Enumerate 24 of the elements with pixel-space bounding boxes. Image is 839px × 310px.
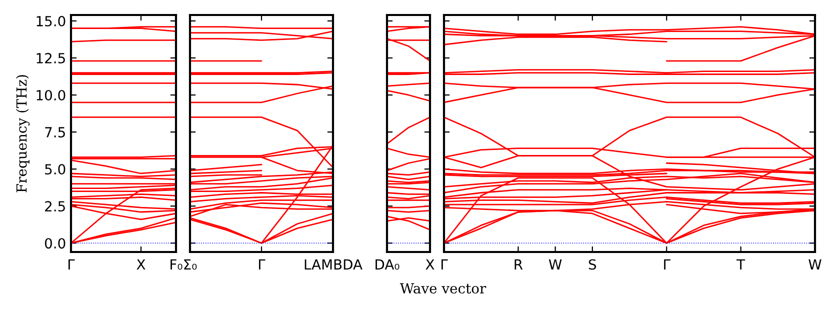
x-tick-label: S (588, 259, 596, 270)
x-tick-label: R (514, 259, 523, 270)
y-axis-title: Frequency (THz) (16, 75, 30, 192)
y-tick-label: 15.0 (36, 16, 66, 26)
x-tick-label: T (736, 259, 746, 270)
x-tick-label: Γ (258, 259, 266, 270)
y-tick-label: 12.5 (36, 52, 65, 64)
x-tick-label: W (808, 259, 822, 270)
x-tick-label: F₀ (170, 259, 182, 270)
x-tick-label: X (426, 259, 434, 270)
x-tick-label: Γ (664, 259, 670, 270)
x-tick-label: Γ (441, 259, 448, 270)
y-tick-label: 5.0 (45, 164, 66, 175)
x-tick-label: DA₀ (376, 259, 400, 270)
x-tick-label: X (136, 259, 146, 270)
x-axis-title: Wave vector (400, 283, 486, 294)
y-tick-label: 2.5 (45, 201, 65, 212)
x-tick-label: W (548, 259, 562, 270)
y-tick-label: 10.0 (36, 90, 66, 100)
x-tick-label: Σ₀ (184, 259, 197, 270)
x-tick-label: LAMBDA (304, 259, 362, 270)
y-tick-label: 7.5 (45, 127, 65, 138)
x-tick-label: Γ (68, 259, 75, 270)
y-tick-label: 0.0 (44, 238, 66, 249)
